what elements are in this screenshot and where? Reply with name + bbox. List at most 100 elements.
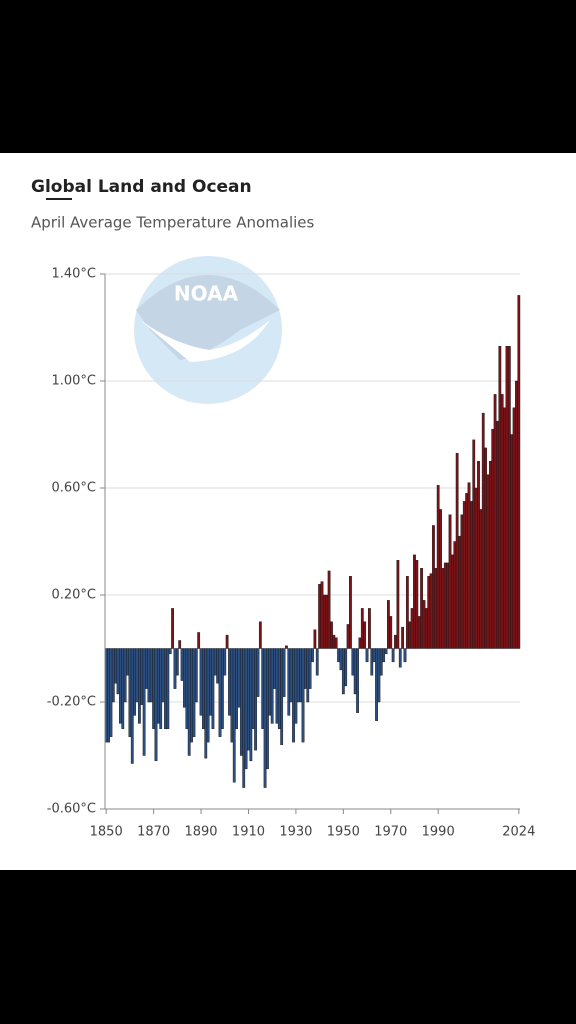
bar [275,648,279,724]
bar [130,648,134,764]
bar [327,570,331,649]
bar [474,487,478,649]
x-tick-label: 1990 [422,825,455,840]
bar [216,648,220,684]
bar [517,295,521,649]
bar [289,648,293,703]
logo-top [136,275,280,360]
bar [119,648,122,724]
bar [382,648,386,663]
bar [206,648,210,743]
chart-subtitle: April Average Temperature Anomalies [31,214,315,232]
bar [126,648,129,676]
bar [481,412,485,649]
bar [448,514,452,649]
bar [424,608,428,649]
bar [377,648,381,703]
bar [190,648,193,743]
bar [320,581,324,649]
bar [341,648,345,695]
x-tick-label: 1930 [279,825,312,840]
bar [510,434,514,649]
bar [417,616,421,649]
bar [458,535,461,649]
bar [133,648,137,716]
bar [308,648,312,689]
bar [339,648,343,671]
bar [344,648,348,687]
bar [159,648,163,729]
bar [332,634,336,649]
bar [391,648,395,663]
bar [273,648,276,689]
bar [116,648,120,695]
bar [507,346,511,649]
bar [322,594,326,649]
bar [505,346,509,649]
bar [156,648,160,724]
bar [427,576,431,649]
bar [356,648,359,713]
bar [142,648,146,756]
y-tick-label: 0.60°C [51,481,96,496]
bar [325,594,329,649]
bar [128,648,132,737]
bar [479,509,483,649]
bar [337,648,340,663]
x-tick-label: 1850 [90,825,123,840]
bar [365,648,369,663]
bar [410,608,414,649]
bar [197,632,201,649]
bar [192,648,196,737]
bar [247,648,250,751]
bar [166,648,170,729]
bar [204,648,208,759]
y-tick-label: 1.40°C [51,267,96,282]
bar [123,648,127,703]
bar [109,648,113,737]
bar [349,576,352,649]
bar [472,439,476,649]
bar [413,554,416,649]
bar [503,407,506,649]
bar [403,648,407,663]
bar [111,648,115,703]
bar [512,407,516,649]
bar [149,648,153,703]
bar [266,648,269,770]
bar [439,509,442,649]
bar [375,648,378,721]
bar [294,648,298,724]
bar [270,648,274,724]
bar [268,648,272,716]
x-tick-label: 1890 [184,825,217,840]
bar [384,648,388,655]
bar [244,648,248,770]
bar [280,648,284,746]
bar [173,648,177,689]
bar [422,600,426,649]
bar [223,648,227,676]
logo-circle [134,256,282,404]
logo-watermark: NOAA [134,256,282,404]
logo-text: NOAA [174,282,239,306]
bar [396,560,400,649]
bar [470,501,473,649]
bar [121,648,125,729]
bar [194,648,198,703]
bar [368,608,371,649]
bar [225,634,229,649]
bar [477,461,480,649]
bar [372,648,376,663]
bar [171,608,174,649]
bar [249,648,253,762]
bar [261,648,265,729]
bar [237,648,241,708]
bar [301,648,305,743]
bar [455,453,459,649]
bar [484,447,487,649]
bar [330,621,333,649]
bar [398,648,402,668]
y-tick-label: -0.20°C [47,695,96,710]
